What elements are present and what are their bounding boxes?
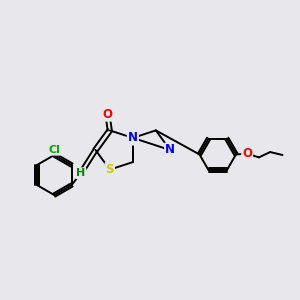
- Text: S: S: [106, 163, 114, 176]
- Text: O: O: [242, 147, 252, 160]
- Text: Cl: Cl: [48, 145, 60, 155]
- Text: N: N: [165, 143, 175, 157]
- Text: N: N: [128, 131, 138, 144]
- Text: H: H: [76, 168, 86, 178]
- Text: N: N: [128, 131, 138, 144]
- Text: O: O: [102, 108, 112, 121]
